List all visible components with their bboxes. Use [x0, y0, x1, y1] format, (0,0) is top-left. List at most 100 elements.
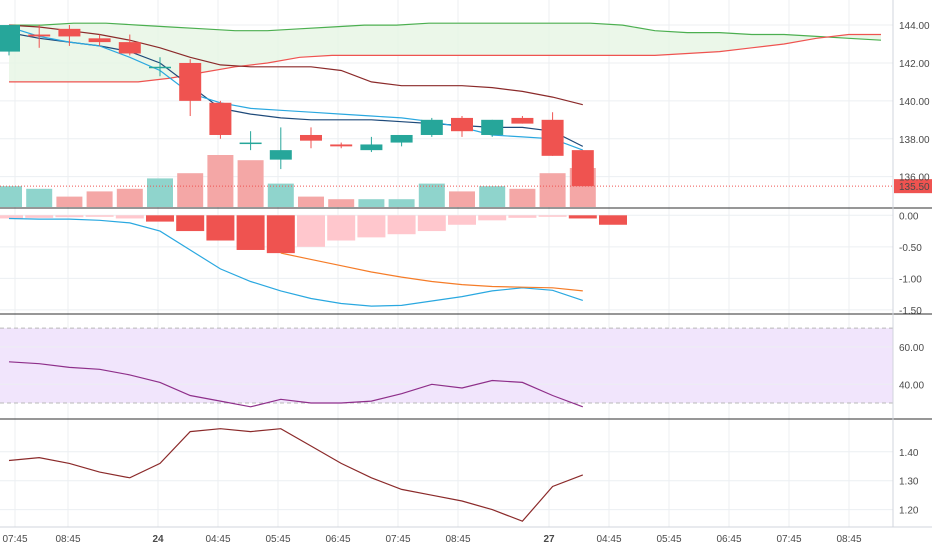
last-price-label: 135.50 [899, 182, 930, 193]
macd-axis-tick: 0.00 [899, 211, 919, 222]
candle-body[interactable] [179, 62, 202, 101]
macd-histogram-bar [508, 215, 537, 218]
candle-body[interactable] [118, 42, 141, 54]
candle-body[interactable] [28, 34, 51, 37]
candle-body[interactable] [300, 134, 322, 141]
rsi-line [8, 361, 584, 408]
volume-bar [539, 173, 566, 207]
candle-body[interactable] [420, 119, 443, 135]
candle-body[interactable] [88, 38, 111, 43]
last-price-tag [894, 179, 932, 194]
candle-body[interactable] [541, 119, 564, 156]
macd-histogram-bar [297, 215, 325, 247]
price-axis-tick: 138.00 [899, 135, 930, 146]
volume-bar [147, 178, 173, 207]
macd-histogram-bar [55, 215, 84, 218]
time-axis-label: 07:45 [385, 534, 410, 545]
time-axis-label: 24 [152, 534, 164, 545]
macd-histogram-bar [568, 215, 597, 219]
time-axis-label: 05:45 [265, 534, 290, 545]
volume-bar [328, 199, 355, 207]
volume-bar [207, 155, 234, 207]
macd-histogram-bar [25, 215, 54, 218]
time-axis-label: 08:45 [445, 534, 470, 545]
time-axis-label: 27 [543, 534, 555, 545]
volume-bar [509, 188, 536, 207]
macd-histogram-bar [266, 215, 295, 254]
time-axis-label: 07:45 [776, 534, 801, 545]
rsi-band-fill [0, 328, 893, 404]
rsi-axis-tick: 40.00 [899, 380, 924, 391]
rsi-axis-tick: 60.00 [899, 343, 924, 354]
price-axis-tick: 144.00 [899, 21, 930, 32]
time-axis-label: 08:45 [55, 534, 80, 545]
time-axis-label: 06:45 [716, 534, 741, 545]
volume-bar [0, 186, 22, 207]
candle-body[interactable] [0, 25, 20, 52]
candle-body[interactable] [209, 102, 232, 135]
time-axis-label: 04:45 [205, 534, 230, 545]
price-axis-tick: 136.00 [899, 173, 930, 184]
macd-axis-tick: -0.50 [899, 243, 922, 254]
macd-histogram-bar [478, 215, 507, 221]
candle-body[interactable] [390, 134, 413, 143]
candle-body[interactable] [481, 119, 504, 135]
macd-histogram-bar [599, 215, 627, 225]
indicator-line [8, 428, 584, 522]
time-axis-label: 04:45 [596, 534, 621, 545]
volume-bar [267, 183, 294, 207]
volume-bar [388, 199, 415, 207]
time-axis-label: 05:45 [656, 534, 681, 545]
macd-histogram-bar [206, 215, 235, 241]
volume-bar [56, 196, 83, 207]
volume-bar [418, 183, 445, 207]
macd-histogram-bar [236, 215, 265, 250]
macd-line [8, 217, 583, 307]
macd-histogram-bar [0, 215, 23, 219]
indicator-axis-tick: 1.40 [899, 448, 919, 459]
candle-body[interactable] [360, 144, 383, 151]
candle-body[interactable] [330, 144, 353, 147]
cloud-upper-line [9, 22, 882, 41]
volume-bar [479, 186, 506, 207]
macd-histogram-bar [538, 215, 567, 217]
candle-body[interactable] [239, 142, 262, 145]
macd-histogram-bar [146, 215, 174, 222]
indicator-axis-tick: 1.20 [899, 506, 919, 517]
macd-histogram-bar [448, 215, 476, 225]
candle-body[interactable] [269, 150, 292, 160]
volume-bar [358, 199, 385, 207]
macd-histogram-bar [176, 215, 205, 232]
macd-histogram-bar [85, 215, 114, 217]
time-axis-label: 08:45 [836, 534, 861, 545]
price-axis-tick: 140.00 [899, 97, 930, 108]
volume-bar [449, 191, 475, 207]
macd-histogram-bar [387, 215, 416, 235]
indicator-axis-tick: 1.30 [899, 477, 919, 488]
signal-line [280, 252, 583, 292]
price-axis-tick: 142.00 [899, 59, 930, 70]
macd-histogram-bar [357, 215, 386, 238]
candle-body[interactable] [571, 150, 594, 187]
cloud-lower-line [9, 33, 881, 83]
macd-histogram-bar [115, 215, 144, 219]
candle-body[interactable] [58, 28, 81, 37]
ichimoku-cloud-fill [9, 23, 881, 82]
macd-histogram-bar [327, 215, 356, 241]
time-axis-label: 06:45 [325, 534, 350, 545]
candle-body[interactable] [451, 117, 473, 132]
volume-bar [177, 173, 204, 207]
volume-bar [116, 188, 143, 207]
macd-axis-tick: -1.50 [899, 306, 922, 317]
candle-body[interactable] [511, 117, 534, 124]
volume-bar [237, 160, 264, 207]
time-axis-label: 07:45 [2, 534, 27, 545]
macd-axis-tick: -1.00 [899, 274, 922, 285]
volume-bar [298, 196, 324, 207]
candle-body[interactable] [149, 66, 171, 69]
upper-band-line [8, 24, 583, 106]
macd-histogram-bar [417, 215, 446, 232]
volume-bar [26, 188, 53, 207]
